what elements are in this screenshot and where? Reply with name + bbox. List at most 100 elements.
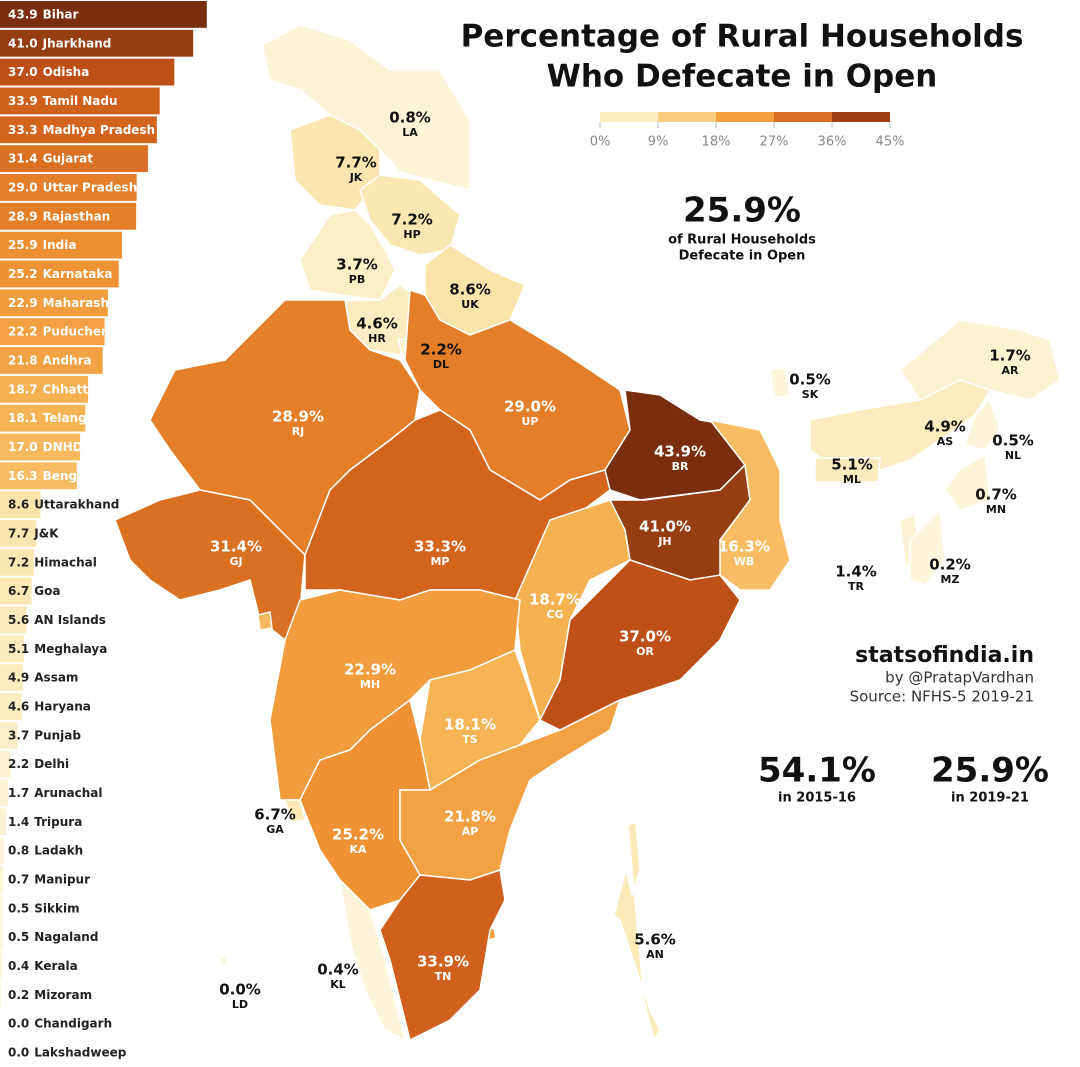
bar (0, 29, 194, 57)
region-code: JK (349, 171, 363, 184)
bar (0, 952, 2, 980)
bar-value: 43.9 (8, 7, 38, 21)
bar-label: 33.9 Tamil Nadu (8, 93, 118, 107)
bar-label: 7.7 J&K (8, 526, 59, 540)
bar (0, 894, 3, 922)
bar-label: 4.6 Haryana (8, 699, 91, 713)
legend-label: 45% (876, 135, 905, 150)
region-value: 21.8% (444, 808, 496, 826)
region (261, 24, 471, 191)
bar-label: 18.7 Chhattisgarh (8, 382, 130, 396)
bar-value: 25.9 (8, 238, 38, 252)
bar-value: 33.3 (8, 122, 38, 136)
bar-value: 0.0 (8, 1016, 29, 1030)
legend-label: 27% (760, 135, 789, 150)
bar-label: 0.5 Nagaland (8, 930, 98, 944)
bar-label: 18.1 Telangana (8, 411, 111, 425)
bar-label: 1.7 Arunachal (8, 786, 103, 800)
bar (0, 866, 4, 893)
region (964, 398, 1001, 451)
headline-value: 25.9% (683, 191, 801, 231)
credit-source: Source: NFHS-5 2019-21 (850, 688, 1034, 706)
bar-value: 1.4 (8, 814, 29, 828)
region-value: 0.2% (929, 556, 971, 574)
bar (0, 404, 86, 432)
bar-category: Telangana (43, 411, 112, 425)
headline-caption: Defecate in Open (679, 249, 806, 264)
bar-label: 5.6 AN Islands (8, 613, 106, 627)
region (769, 367, 791, 399)
region-code: JH (657, 535, 671, 548)
bar-category: Tamil Nadu (43, 93, 118, 107)
region-value: 0.5% (789, 371, 831, 389)
bar-category: Haryana (34, 699, 91, 713)
bar-value: 1.7 (8, 786, 29, 800)
headline-caption: of Rural Households (668, 233, 816, 248)
bar-label: 16.3 Bengal (8, 468, 89, 482)
region-value: 6.7% (254, 806, 296, 824)
bar (0, 231, 123, 259)
region-value: 4.9% (924, 418, 966, 436)
bar-category: J&K (33, 526, 59, 540)
region-value: 22.2% (494, 931, 546, 949)
bar-label: 2.2 Delhi (8, 757, 69, 771)
region-code: LD (232, 998, 248, 1011)
region-value: 0.4% (317, 961, 359, 979)
bar-value: 0.7 (8, 872, 29, 886)
bar-category: Jharkhand (42, 36, 112, 50)
region-value: 41.0% (639, 518, 691, 536)
region-value: 7.2% (391, 211, 433, 229)
bar (0, 1, 207, 28)
bar (0, 462, 77, 490)
region-value: 16.3% (718, 538, 770, 556)
bar-value: 0.0 (8, 1045, 29, 1059)
region (613, 820, 661, 1042)
region-value: 7.7% (335, 154, 377, 172)
legend-label: 0% (590, 135, 611, 150)
region-code: ML (843, 473, 861, 486)
region (338, 877, 407, 1042)
bar (0, 606, 27, 634)
bar (0, 202, 137, 230)
bar-label: 41.0 Jharkhand (8, 36, 111, 50)
bar-value: 4.6 (8, 699, 29, 713)
bar-label: 22.2 Puducherry (8, 324, 121, 338)
bar-label: 0.7 Manipur (8, 872, 90, 886)
bar-value: 7.7 (8, 526, 29, 540)
bar (0, 174, 137, 201)
bar (0, 87, 160, 115)
bar-category: Puducherry (43, 324, 121, 338)
bar-value: 37.0 (8, 65, 38, 79)
bar-value: 7.2 (8, 555, 29, 569)
region-code: HR (368, 332, 386, 345)
bar (0, 693, 22, 720)
bar-category: Gujarat (43, 151, 94, 165)
bar-label: 4.9 Assam (8, 670, 78, 684)
region (283, 799, 306, 823)
region (538, 559, 741, 731)
bar-category: Goa (34, 584, 60, 598)
credit-author: by @PratapVardhan (885, 669, 1034, 687)
bar-label: 0.8 Ladakh (8, 843, 83, 857)
region (299, 209, 396, 301)
bar (0, 721, 18, 749)
bar (0, 981, 1, 1009)
bar-category: Kerala (34, 959, 77, 973)
region-code: LA (402, 126, 418, 139)
bar-label: 17.0 DNHDD (8, 439, 93, 453)
region (257, 611, 273, 631)
bar-label: 0.0 Lakshadweep (8, 1045, 127, 1059)
bar (0, 491, 41, 519)
region-value: 17.0% (204, 636, 256, 654)
legend-swatch (774, 112, 832, 122)
region-value: 18.7% (529, 591, 581, 609)
bar (0, 520, 37, 547)
bar-value: 21.8 (8, 353, 38, 367)
bar-value: 18.7 (8, 382, 38, 396)
region-value: 4.6% (356, 315, 398, 333)
bar-value: 22.9 (8, 295, 38, 309)
region-value: 0.5% (992, 432, 1034, 450)
bar-label: 3.7 Punjab (8, 728, 81, 742)
bar-category: Lakshadweep (34, 1045, 126, 1059)
bar-value: 3.7 (8, 728, 29, 742)
